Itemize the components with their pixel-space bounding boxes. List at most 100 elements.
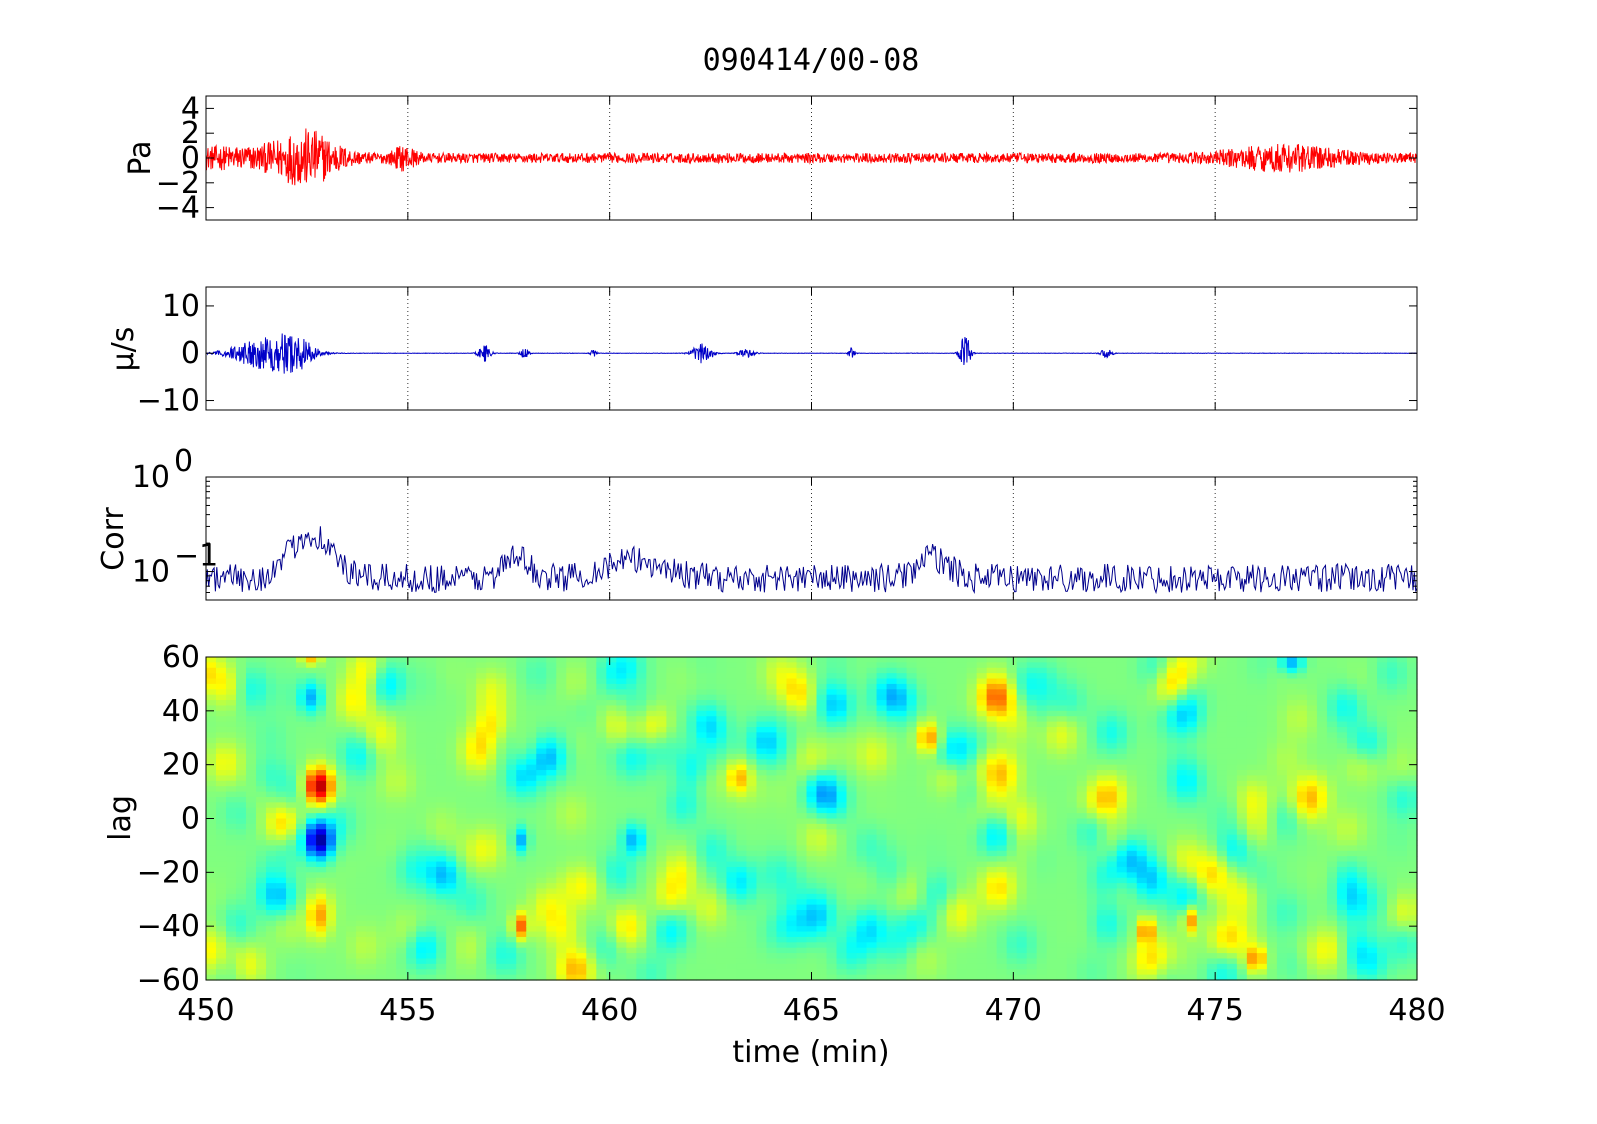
heatmap-cell xyxy=(386,726,397,733)
heatmap-cell xyxy=(746,780,758,787)
heatmap-cell xyxy=(456,673,467,680)
heatmap-cell xyxy=(606,732,617,739)
heatmap-cell xyxy=(216,883,227,890)
heatmap-cell xyxy=(466,732,477,739)
heatmap-cell xyxy=(706,662,718,669)
heatmap-cell xyxy=(706,893,718,900)
heatmap-cell xyxy=(686,807,698,814)
heatmap-cell xyxy=(496,700,507,707)
heatmap-cell xyxy=(276,834,287,841)
heatmap-cell xyxy=(766,888,778,895)
heatmap-cell xyxy=(836,840,848,847)
heatmap-cell xyxy=(246,823,257,830)
heatmap-cell xyxy=(896,872,908,879)
heatmap-cell xyxy=(696,732,708,739)
heatmap-cell xyxy=(366,910,377,916)
heatmap-cell xyxy=(576,823,587,830)
heatmap-cell xyxy=(896,888,908,895)
heatmap-cell xyxy=(346,947,357,954)
heatmap-cell xyxy=(906,872,918,879)
heatmap-cell xyxy=(616,662,627,669)
heatmap-cell xyxy=(856,877,868,884)
heatmap-cell xyxy=(646,673,657,680)
heatmap-cell xyxy=(406,910,417,916)
heatmap-cell xyxy=(326,705,337,712)
heatmap-cell xyxy=(576,732,587,739)
heatmap-cell xyxy=(796,662,808,669)
heatmap-cell xyxy=(356,775,367,782)
heatmap-cell xyxy=(736,899,748,906)
heatmap-cell xyxy=(926,667,938,674)
heatmap-cell xyxy=(466,840,477,847)
heatmap-cell xyxy=(606,953,617,960)
heatmap-cell xyxy=(596,920,607,927)
heatmap-cell xyxy=(476,829,487,836)
heatmap-cell xyxy=(556,883,567,890)
heatmap-cell xyxy=(516,694,527,701)
heatmap-cell xyxy=(856,883,868,890)
heatmap-cell xyxy=(796,694,808,701)
heatmap-cell xyxy=(496,662,507,669)
heatmap-cell xyxy=(796,920,808,927)
heatmap-cell xyxy=(866,732,878,739)
heatmap-cell xyxy=(986,893,998,900)
y-tick-label: 10 xyxy=(132,460,170,495)
heatmap-cell xyxy=(336,963,347,970)
heatmap-cell xyxy=(546,899,557,906)
heatmap-cell xyxy=(936,737,948,744)
heatmap-cell xyxy=(536,678,547,685)
heatmap-cell xyxy=(866,807,878,814)
heatmap-cell xyxy=(866,926,878,933)
heatmap-cell xyxy=(786,829,798,836)
heatmap-cell xyxy=(286,926,297,933)
heatmap-cell xyxy=(606,861,617,868)
heatmap-cell xyxy=(246,796,257,803)
heatmap-cell xyxy=(946,942,958,949)
heatmap-cell xyxy=(876,683,888,690)
heatmap-cell xyxy=(726,743,738,750)
heatmap-cell xyxy=(536,899,547,906)
heatmap-cell xyxy=(406,823,417,830)
heatmap-cell xyxy=(506,657,517,663)
heatmap-cell xyxy=(716,807,728,814)
heatmap-cell xyxy=(256,770,267,777)
heatmap-cell xyxy=(556,732,567,739)
heatmap-cell xyxy=(836,834,848,841)
heatmap-cell xyxy=(716,829,728,836)
heatmap-cell xyxy=(236,700,247,707)
heatmap-cell xyxy=(716,883,728,890)
heatmap-cell xyxy=(936,920,948,927)
heatmap-cell xyxy=(236,899,247,906)
heatmap-cell xyxy=(216,963,227,970)
heatmap-cell xyxy=(866,748,878,755)
heatmap-cell xyxy=(806,910,818,916)
heatmap-cell xyxy=(996,791,1008,798)
heatmap-cell xyxy=(506,899,517,906)
heatmap-cell xyxy=(876,888,888,895)
heatmap-cell xyxy=(746,829,758,836)
heatmap-cell xyxy=(956,764,968,771)
heatmap-cell xyxy=(746,667,758,674)
heatmap-cell xyxy=(526,856,537,863)
heatmap-cell xyxy=(586,716,597,723)
heatmap-cell xyxy=(656,877,667,884)
heatmap-cell xyxy=(936,899,948,906)
heatmap-cell xyxy=(736,850,748,857)
heatmap-cell xyxy=(586,662,597,669)
heatmap-cell xyxy=(966,732,978,739)
heatmap-cell xyxy=(736,856,748,863)
heatmap-cell xyxy=(936,716,948,723)
heatmap-cell xyxy=(956,920,968,927)
heatmap-cell xyxy=(1006,915,1018,922)
heatmap-cell xyxy=(986,904,998,911)
heatmap-cell xyxy=(236,710,247,717)
heatmap-cell xyxy=(396,748,407,755)
heatmap-cell xyxy=(976,753,988,760)
heatmap-cell xyxy=(886,721,898,728)
heatmap-cell xyxy=(526,770,537,777)
heatmap-cell xyxy=(626,716,637,723)
heatmap-cell xyxy=(836,753,848,760)
heatmap-cell xyxy=(306,866,317,873)
heatmap-cell xyxy=(206,748,217,755)
heatmap-cell xyxy=(216,899,227,906)
